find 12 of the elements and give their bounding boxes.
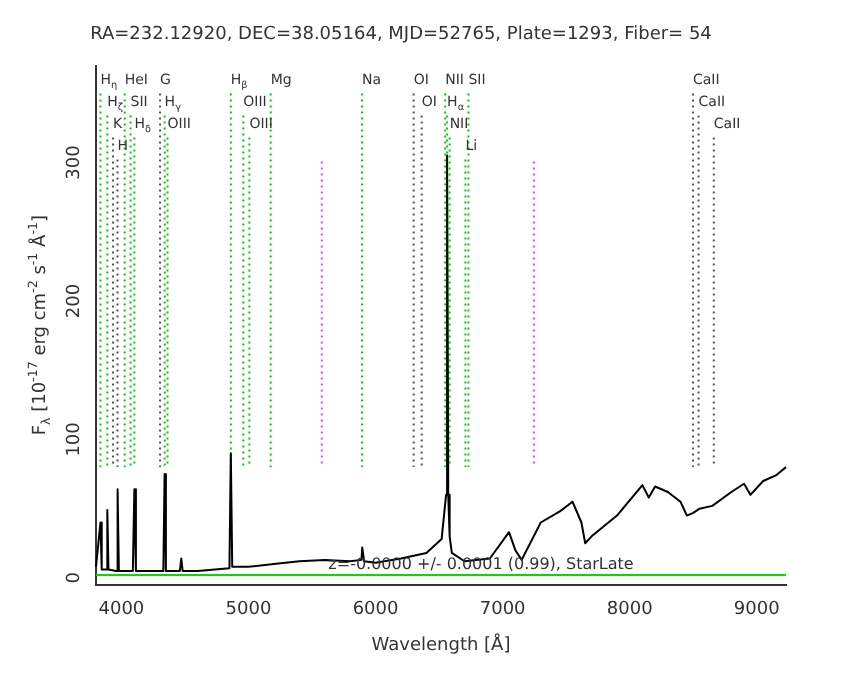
x-tick-label: 5000 — [225, 600, 272, 621]
y-tick-label: 300 — [64, 144, 85, 180]
y-tick-label: 200 — [64, 283, 85, 319]
x-tick-label: 4000 — [98, 600, 145, 621]
x-tick-label: 6000 — [352, 600, 400, 621]
chart-title: RA=232.12920, DEC=38.05164, MJD=52765, Plate=1293, Fiber= 54 — [90, 25, 713, 46]
x-tick-label: 8000 — [606, 600, 654, 621]
y-tick-label: 100 — [64, 421, 85, 457]
x-tick-label: 9000 — [733, 600, 781, 621]
x-axis-title: Wavelength [Å] — [371, 631, 511, 656]
y-tick-label: 0 — [64, 571, 85, 584]
x-tick-label: 7000 — [479, 600, 527, 621]
